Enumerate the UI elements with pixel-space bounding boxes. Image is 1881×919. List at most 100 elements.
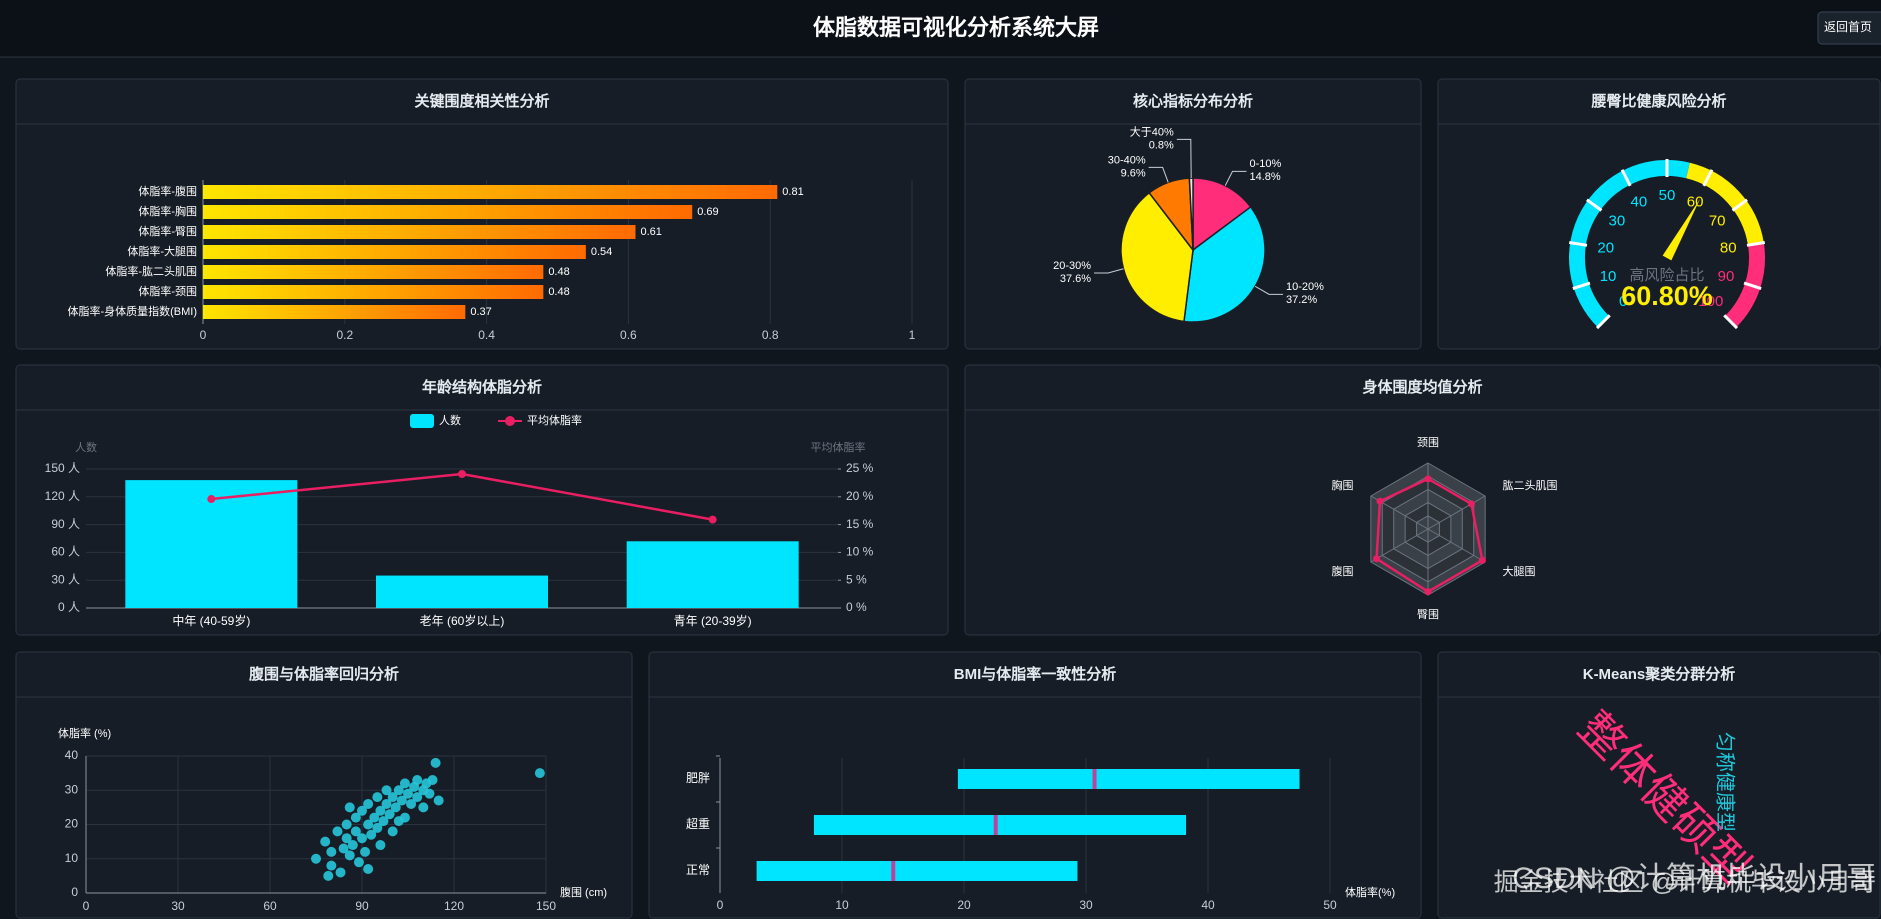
gauge-tick-label: 80: [1720, 239, 1737, 256]
radar-point: [1373, 555, 1381, 563]
scatter-point: [406, 798, 417, 809]
slice-label: 大于40%: [1130, 124, 1174, 138]
scatter-point: [350, 826, 361, 837]
page-title: 体脂数据可视化分析系统大屏: [813, 15, 1099, 40]
scatter-point: [350, 812, 361, 823]
x-tick-label: 0.6: [620, 328, 637, 342]
range-bar: [756, 861, 1078, 881]
slice-value: 37.6%: [1060, 273, 1091, 285]
y-axis-name: 体脂率 (%): [58, 726, 111, 740]
scatter-point: [427, 774, 438, 785]
label-line: [1176, 138, 1192, 179]
x-axis-name: 腹围 (cm): [560, 885, 607, 899]
back-button[interactable]: [1817, 11, 1881, 45]
gauge-tick: [1620, 169, 1632, 187]
panel-title: 腰臀比健康风险分析: [1590, 92, 1726, 110]
word: 匀称健康型: [1714, 732, 1737, 832]
y-tick-label: 30 人: [51, 572, 80, 586]
gauge-band: [1685, 162, 1764, 246]
radar-spoke: [1427, 495, 1486, 530]
radar-label: 肱二头肌围: [1502, 478, 1557, 492]
scatter-point: [433, 795, 444, 806]
panel-title: 关键围度相关性分析: [414, 92, 549, 110]
panel-title: 腹围与体脂率回归分析: [249, 665, 399, 683]
y-tick-label: 150 人: [45, 461, 80, 475]
scatter-point: [323, 870, 334, 881]
panel: [1437, 651, 1881, 919]
scatter-point: [375, 840, 386, 851]
radar-label: 胸围: [1332, 478, 1354, 492]
slice-label: 0-10%: [1249, 158, 1281, 170]
y-tick-label: 体脂率-身体质量指数(BMI): [67, 304, 197, 318]
back-button-label[interactable]: 返回首页: [1824, 20, 1872, 34]
x-tick-label: 10: [835, 898, 849, 912]
line-point: [708, 515, 717, 524]
y-tick-label: 超重: [686, 816, 710, 831]
y-axis-name: 人数: [75, 441, 97, 454]
x-tick-label: 150: [536, 899, 556, 913]
y-tick-label: 20: [65, 817, 79, 831]
x-tick-label: 60: [263, 899, 277, 913]
y2-tick-label: 0 %: [846, 600, 867, 614]
line-point: [207, 495, 216, 504]
scatter-point: [344, 850, 355, 861]
scatter-point: [390, 802, 401, 813]
scatter-point: [341, 833, 352, 844]
pie-slice: [1192, 177, 1252, 252]
bar: [203, 205, 693, 219]
panel-title: BMI与体脂率一致性分析: [954, 665, 1117, 683]
gauge-tick: [1723, 314, 1739, 330]
scatter-point: [326, 846, 337, 857]
panel: [15, 651, 633, 919]
gauge-tick: [1746, 241, 1766, 247]
bar: [626, 541, 799, 608]
panel-title: 核心指标分布分析: [1133, 92, 1253, 110]
y-tick-label: 体脂率-颈围: [138, 284, 197, 298]
slice-label: 30-40%: [1108, 154, 1146, 166]
scatter-point: [418, 802, 429, 813]
gauge-value: 60.80%: [1621, 281, 1713, 311]
radar-label: 臀围: [1417, 608, 1439, 621]
y-tick-label: 40: [65, 748, 79, 762]
legend-label: 人数: [439, 414, 461, 427]
label-line: [1254, 285, 1284, 295]
y-tick-label: 体脂率-腹围: [138, 184, 197, 198]
y-tick-label: 0 人: [58, 600, 80, 614]
scatter-point: [360, 846, 371, 857]
data-label: 0.54: [591, 246, 612, 258]
scatter-point: [387, 826, 398, 837]
scatter-point: [412, 792, 423, 803]
y-tick-label: 肥胖: [686, 771, 710, 785]
scatter-point: [393, 816, 404, 827]
gauge-tick-label: 90: [1718, 268, 1735, 285]
radar-label: 腹围: [1332, 564, 1354, 578]
x-axis-name: 体脂率(%): [1345, 885, 1395, 899]
scatter-point: [363, 819, 374, 830]
data-label: 0.48: [548, 286, 569, 298]
x-tick-label: 0: [717, 898, 724, 912]
y-tick-label: 60 人: [51, 545, 80, 559]
radar-spoke: [1370, 528, 1429, 563]
y2-tick-label: 10 %: [846, 545, 874, 559]
scatter-point: [399, 778, 410, 789]
scatter-point: [335, 867, 346, 878]
radar-point: [1424, 475, 1432, 483]
scatter-point: [366, 829, 377, 840]
legend-swatch: [410, 414, 434, 428]
bar: [203, 305, 466, 319]
data-label: 0.61: [640, 226, 661, 238]
y-tick-label: 体脂率-胸围: [138, 204, 197, 218]
label-line: [1224, 170, 1247, 186]
gauge-pointer: [1662, 198, 1701, 261]
scatter-point: [347, 840, 358, 851]
y-tick-label: 0: [71, 885, 78, 899]
slice-label: 10-20%: [1286, 281, 1324, 293]
y2-axis-name: 平均体脂率: [811, 440, 866, 454]
scatter-point: [412, 774, 423, 785]
range-bar: [957, 769, 1300, 789]
y2-tick-label: 15 %: [846, 517, 874, 531]
radar-spoke: [1427, 528, 1486, 563]
panel-title: K-Means聚类分群分析: [1583, 665, 1736, 683]
line-point: [458, 470, 466, 479]
